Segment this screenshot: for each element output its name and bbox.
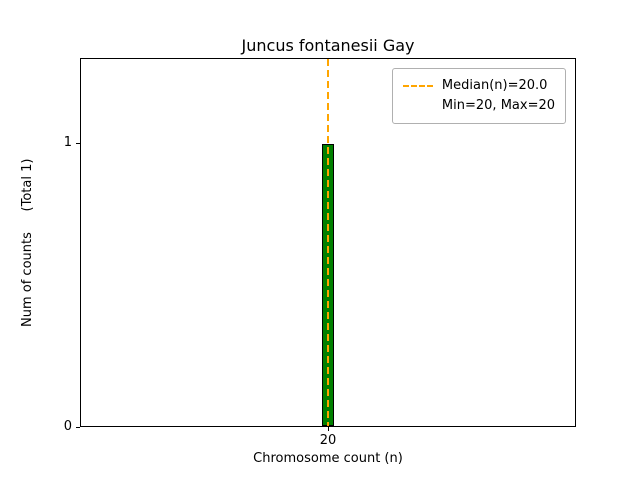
- legend-dashed-line-swatch: [402, 85, 433, 87]
- y-tick-mark: [76, 142, 80, 144]
- x-tick-mark: [327, 427, 329, 431]
- y-tick-label: 0: [63, 419, 72, 434]
- legend-entry: Median(n)=20.0: [402, 76, 555, 96]
- y-tick-label: 1: [63, 135, 72, 151]
- legend-label: Min=20, Max=20: [441, 98, 555, 113]
- legend: Median(n)=20.0 Min=20, Max=20: [391, 68, 566, 124]
- legend-entry: Min=20, Max=20: [403, 96, 555, 116]
- y-axis-label: Num of counts (Total 1): [20, 158, 35, 327]
- legend-label: Median(n)=20.0: [441, 78, 548, 93]
- median-line: [327, 59, 329, 426]
- x-tick-label: 20: [319, 433, 337, 448]
- y-tick-mark: [76, 426, 80, 428]
- x-axis-label: Chromosome count (n): [253, 451, 403, 466]
- chart-title: Juncus fontanesii Gay: [241, 36, 415, 55]
